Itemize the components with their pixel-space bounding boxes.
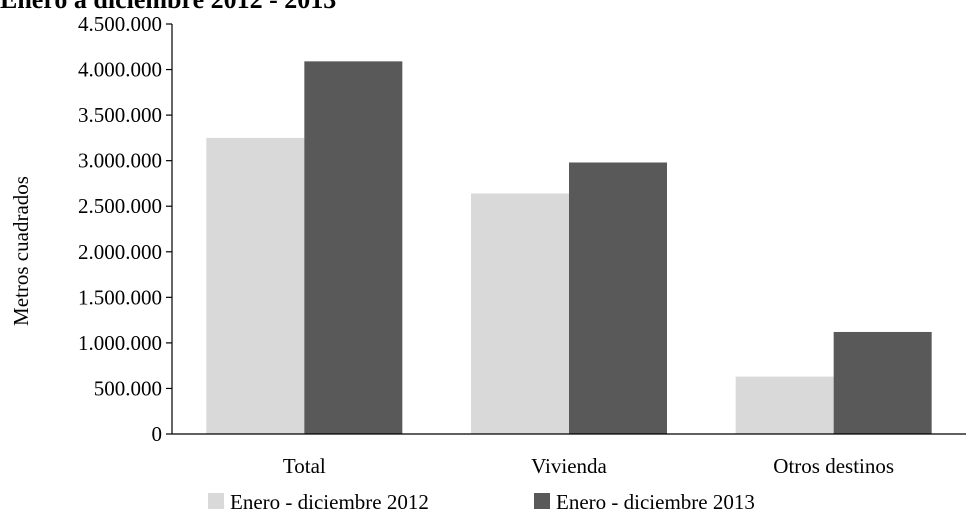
y-tick-label: 1.500.000	[78, 285, 162, 309]
y-tick-label: 2.500.000	[78, 194, 162, 218]
legend-label-2: Enero - diciembre 2013	[556, 490, 755, 514]
chart-title: Enero a diciembre 2012 - 2013	[0, 0, 336, 14]
legend-swatch-1	[208, 493, 224, 509]
x-category-label: Otros destinos	[773, 454, 894, 478]
bar-1-2	[471, 193, 569, 434]
legend-swatch-2	[534, 493, 550, 509]
y-tick-label: 2.000.000	[78, 240, 162, 264]
bar-2-2	[569, 162, 667, 434]
bar-1-3	[735, 376, 834, 434]
bar-2-3	[833, 331, 932, 434]
plot-area: 0 500.000 1.000.000 1.500.000 2.000.000 2.500…	[78, 12, 966, 478]
bar-1-1	[206, 137, 305, 434]
x-category-label: Vivienda	[531, 454, 607, 478]
x-category-label: Total	[283, 454, 326, 478]
y-tick-label: 0	[152, 422, 163, 446]
legend-label-1: Enero - diciembre 2012	[230, 490, 429, 514]
y-tick-label: 500.000	[94, 376, 162, 400]
y-tick-label: 3.000.000	[78, 149, 162, 173]
legend: Enero - diciembre 2012 Enero - diciembre …	[208, 490, 755, 514]
bar-2-1	[304, 61, 403, 434]
y-tick-label: 1.000.000	[78, 331, 162, 355]
y-axis-label: Metros cuadrados	[9, 176, 33, 326]
y-tick-label: 3.500.000	[78, 103, 162, 127]
y-tick-label: 4.500.000	[78, 12, 162, 36]
y-tick-label: 4.000.000	[78, 58, 162, 82]
